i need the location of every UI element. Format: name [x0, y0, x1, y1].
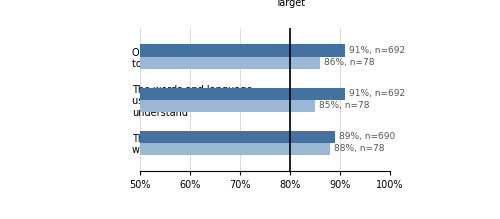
Text: Target: Target: [275, 0, 305, 8]
Bar: [140, 100, 315, 112]
Bar: [140, 57, 320, 69]
Text: 86%, n=78: 86%, n=78: [324, 58, 374, 67]
Text: 88%, n=78: 88%, n=78: [334, 144, 384, 153]
Text: 91%, n=692: 91%, n=692: [349, 89, 406, 98]
Bar: [140, 88, 345, 100]
Bar: [140, 131, 335, 143]
Text: 89%, n=690: 89%, n=690: [339, 132, 396, 141]
Text: 85%, n=78: 85%, n=78: [319, 101, 370, 110]
Text: 91%, n=692: 91%, n=692: [349, 46, 406, 55]
Bar: [140, 143, 330, 155]
Bar: [140, 44, 345, 57]
